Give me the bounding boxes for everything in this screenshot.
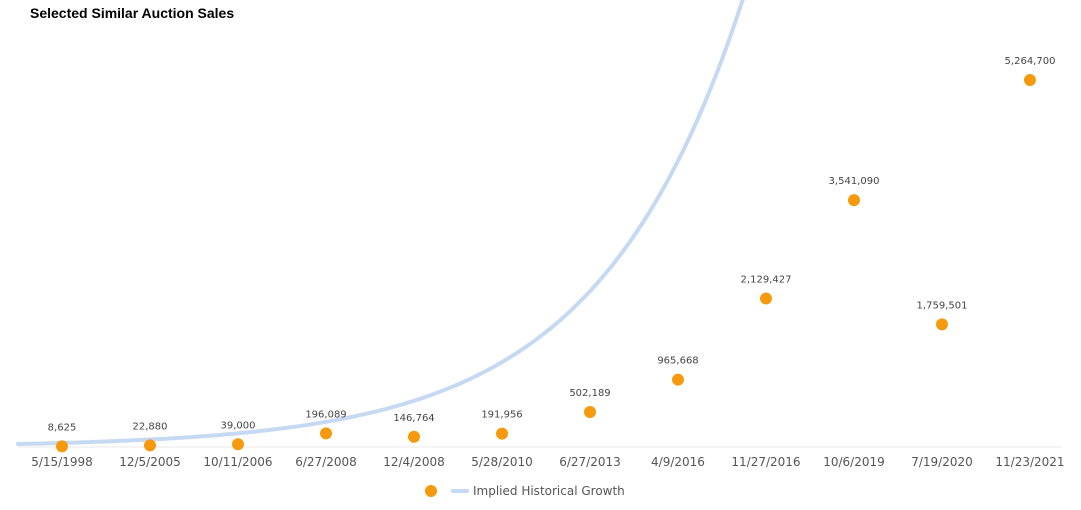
data-point	[56, 440, 68, 453]
data-point	[232, 438, 244, 451]
x-tick-label: 11/23/2021	[995, 455, 1064, 469]
data-label: 1,759,501	[917, 300, 968, 311]
data-point	[672, 373, 684, 386]
x-tick-label: 12/4/2008	[383, 455, 445, 469]
legend-point-marker	[425, 485, 437, 497]
data-label: 191,956	[481, 410, 522, 421]
data-point	[936, 318, 948, 331]
data-label: 8,625	[48, 422, 77, 433]
data-point	[144, 439, 156, 452]
x-tick-label: 12/5/2005	[119, 455, 181, 469]
data-point	[320, 427, 332, 440]
data-point	[1024, 74, 1036, 86]
x-tick-label: 5/15/1998	[31, 455, 93, 469]
data-label: 3,541,090	[829, 176, 880, 187]
data-label: 146,764	[393, 413, 434, 424]
x-tick-label: 11/27/2016	[731, 455, 800, 469]
data-labels: 8,625 22,880 39,000 196,089 146,764 191,956 50…	[48, 56, 1056, 433]
x-tick-label: 6/27/2013	[559, 455, 621, 469]
data-point	[496, 427, 508, 440]
data-label: 5,264,700	[1005, 56, 1056, 67]
data-label: 22,880	[133, 421, 168, 432]
trend-line-implied-historical-growth	[16, 0, 745, 446]
data-point	[584, 405, 596, 418]
x-tick-label: 4/9/2016	[651, 455, 705, 469]
data-points	[56, 74, 1036, 453]
data-point	[408, 430, 420, 443]
legend: Implied Historical Growth	[425, 484, 625, 498]
data-label: 2,129,427	[741, 275, 792, 286]
x-tick-label: 10/11/2006	[203, 455, 272, 469]
chart-title: Selected Similar Auction Sales	[30, 5, 235, 21]
data-label: 502,189	[569, 388, 610, 399]
x-tick-label: 6/27/2008	[295, 455, 357, 469]
x-tick-label: 7/19/2020	[911, 455, 973, 469]
x-tick-label: 10/6/2019	[823, 455, 885, 469]
data-point	[760, 292, 772, 305]
data-point	[848, 194, 860, 207]
data-label: 196,089	[305, 409, 346, 420]
x-tick-label: 5/28/2010	[471, 455, 533, 469]
data-label: 965,668	[657, 356, 698, 367]
legend-label-implied-historical-growth: Implied Historical Growth	[473, 484, 625, 498]
x-axis-ticks: 5/15/1998 12/5/2005 10/11/2006 6/27/2008 12/…	[31, 455, 1064, 469]
data-label: 39,000	[221, 420, 256, 431]
